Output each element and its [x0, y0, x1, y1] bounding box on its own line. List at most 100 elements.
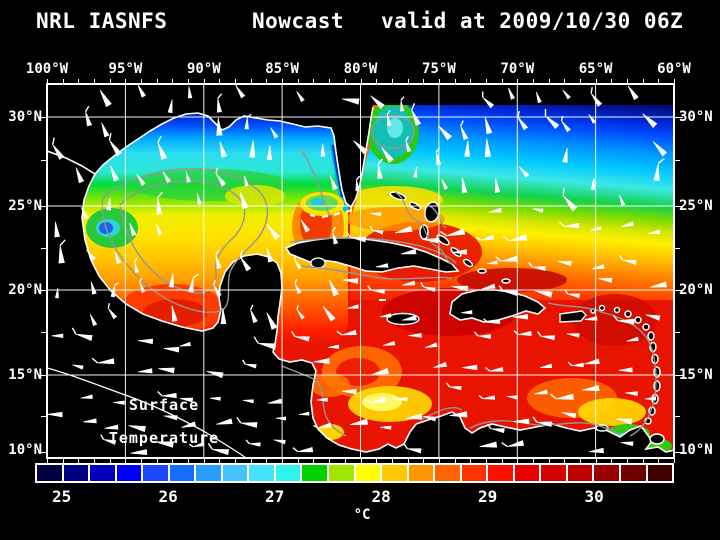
wind-barb-feather [192, 273, 200, 279]
wind-barb [413, 167, 418, 178]
wind-barb [162, 171, 171, 183]
axis-tick [47, 79, 48, 84]
wind-barb [535, 91, 542, 104]
wind-barb [545, 115, 560, 130]
wind-barb [155, 223, 163, 236]
wind-barb [209, 396, 221, 401]
wind-barb [423, 415, 437, 422]
wind-barb [72, 364, 84, 370]
wind-barb [89, 314, 98, 327]
wind-barb-feather [107, 303, 110, 309]
wind-barb [488, 207, 502, 213]
island-isle-of-youth [310, 257, 326, 269]
wind-barb [451, 249, 468, 255]
wind-barb [582, 385, 600, 392]
wind-barb [562, 195, 578, 212]
wind-barb [653, 163, 660, 181]
wind-barb [342, 278, 359, 284]
lon-label: 100°W [25, 61, 69, 77]
wind-barb-feather [241, 359, 246, 365]
wind-barb [411, 109, 422, 127]
axis-tick [125, 79, 127, 84]
wind-barb-feather [336, 330, 343, 336]
wind-barb [541, 335, 555, 341]
wind-barb-feather [560, 115, 564, 122]
wind-barb [518, 166, 530, 178]
wind-barb [328, 344, 340, 349]
wind-barb [341, 98, 360, 105]
axis-tick [376, 458, 378, 463]
colorbar-tick-label: 27 [264, 487, 285, 506]
wind-barb-feather [532, 416, 538, 423]
axis-tick [219, 458, 221, 463]
wind-barb [404, 413, 423, 420]
wind-barb [642, 113, 658, 129]
wind-barb [298, 411, 310, 416]
axis-tick [595, 79, 597, 84]
axis-tick [282, 79, 284, 84]
axis-tick [423, 79, 425, 84]
wind-barb [512, 314, 529, 320]
axis-tick [109, 458, 111, 463]
axis-tick [344, 79, 346, 84]
wind-barb [294, 336, 310, 342]
wind-barb [484, 117, 493, 135]
colorbar-segment [514, 465, 540, 481]
axis-tick [611, 79, 613, 84]
wind-barb [461, 177, 468, 194]
wind-barb [395, 396, 408, 402]
wind-barb [196, 193, 202, 205]
colorbar-segment [222, 465, 248, 481]
lat-label-right: 20°N [679, 282, 713, 298]
wind-barb [517, 116, 529, 131]
axis-tick [78, 79, 80, 84]
lat-label-right: 10°N [679, 442, 713, 458]
wind-barb-feather [84, 105, 90, 112]
axis-tick [329, 458, 331, 463]
wind-barb-feather [249, 304, 254, 311]
lat-label-left: 10°N [8, 442, 42, 458]
wind-barb [244, 363, 257, 369]
wind-barb [192, 442, 205, 448]
wind-barb-feather [559, 221, 565, 228]
axis-tick [172, 79, 174, 84]
axis-tick [470, 458, 472, 463]
wind-barb [187, 86, 193, 99]
axis-tick [454, 79, 456, 84]
axis-tick [344, 458, 346, 463]
wind-barb-feather [246, 113, 252, 119]
wind-barb [590, 93, 603, 107]
wind-barb [316, 397, 328, 402]
colorbar-tick-label: 28 [371, 487, 391, 506]
wind-barb [81, 206, 89, 220]
wind-barb [355, 179, 360, 192]
lon-label: 60°W [657, 61, 691, 77]
wind-barb [86, 250, 96, 261]
wind-barb [564, 222, 580, 229]
wind-barb [137, 84, 147, 98]
colorbar-segment [143, 465, 168, 481]
colorbar-tick-label: 30 [584, 487, 604, 506]
wind-barb [104, 424, 119, 430]
axis-tick [407, 458, 409, 463]
wind-barb-feather [332, 226, 337, 233]
axis-tick [62, 458, 64, 463]
wind-barb [494, 177, 501, 193]
colorbar-segment [594, 465, 620, 481]
wind-barb [532, 266, 546, 272]
wind-barb-feather [618, 254, 624, 261]
wind-barb [435, 151, 442, 166]
wind-barb [188, 277, 194, 293]
colorbar-segment [488, 465, 513, 481]
islands-bahamas [389, 191, 511, 284]
colorbar-segment [275, 465, 301, 481]
wind-barb-feather [612, 314, 619, 322]
wind-barb [300, 219, 311, 233]
wind-barb [562, 89, 571, 100]
wind-barb [213, 284, 222, 298]
wind-barb [341, 389, 357, 395]
lon-label: 75°W [422, 61, 456, 77]
axis-tick [313, 458, 315, 463]
wind-barb [588, 114, 597, 124]
